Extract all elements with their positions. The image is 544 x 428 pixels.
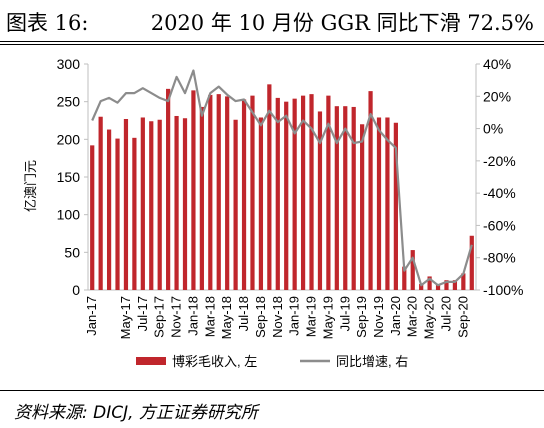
y-tick-label: 300: [57, 56, 81, 72]
bar: [174, 115, 179, 290]
y-tick-label: 250: [57, 94, 81, 110]
y-tick-label: 150: [57, 169, 81, 185]
bar: [410, 250, 415, 290]
header-rule-top: [0, 41, 544, 42]
header-rule-bottom: [0, 44, 544, 45]
bar: [427, 276, 432, 290]
bar: [216, 94, 221, 290]
bar: [385, 117, 390, 290]
bar: [393, 122, 398, 290]
bar: [343, 106, 348, 290]
figure-label: 图表 16:: [6, 11, 89, 35]
bar: [275, 97, 280, 291]
y-tick-label: 50: [64, 244, 80, 260]
bar: [225, 96, 230, 290]
x-tick-label: Jan-18: [185, 296, 200, 336]
bar: [267, 84, 272, 290]
y2-tick-label: 40%: [483, 56, 511, 72]
bar: [309, 94, 314, 290]
x-tick-label: Jul-19: [337, 296, 352, 331]
x-tick-label: Sep-18: [253, 296, 268, 338]
x-tick-label: May-18: [219, 296, 234, 339]
bar: [376, 117, 382, 290]
bar: [452, 280, 458, 290]
y2-tick-label: -60%: [483, 217, 516, 233]
bar: [182, 118, 188, 291]
y2-tick-label: -80%: [483, 250, 516, 266]
bar: [90, 145, 95, 290]
bar: [132, 137, 137, 290]
growth-line: [91, 69, 473, 287]
bar: [284, 101, 289, 290]
bar: [241, 99, 247, 290]
bar: [98, 116, 103, 290]
bar: [157, 119, 162, 290]
bar: [368, 91, 373, 290]
y-tick-label: 0: [72, 282, 80, 298]
x-tick-label: Jan-17: [84, 296, 99, 336]
bar: [334, 106, 339, 290]
bar: [140, 117, 145, 290]
legend-bar-label: 博彩毛收入, 左: [172, 354, 257, 369]
figure-title: 2020 年 10 月份 GGR 同比下滑 72.5%: [150, 11, 534, 35]
bar: [461, 273, 466, 290]
bar: [360, 124, 365, 291]
bar: [233, 119, 238, 290]
bar: [326, 95, 331, 290]
bar: [300, 95, 306, 290]
bar: [199, 106, 204, 290]
bar: [292, 98, 297, 290]
x-tick-label: Mar-19: [304, 296, 319, 337]
y-tick-label: 200: [57, 131, 81, 147]
bar: [351, 106, 356, 290]
bar: [208, 94, 213, 291]
y2-tick-label: 20%: [483, 88, 511, 104]
x-tick-label: May-17: [118, 296, 133, 339]
y2-tick-label: -20%: [483, 153, 516, 169]
figure-header: 图表 16: 2020 年 10 月份 GGR 同比下滑 72.5%: [0, 0, 544, 44]
x-tick-label: May-19: [320, 296, 335, 339]
legend-bar-swatch: [136, 357, 166, 365]
legend-line-label: 同比增速, 右: [336, 354, 408, 369]
bar: [402, 266, 407, 290]
bar: [115, 138, 120, 290]
x-tick-label: Nov-18: [270, 296, 285, 338]
x-tick-label: Nov-19: [371, 296, 386, 338]
bar: [435, 284, 441, 290]
x-tick-label: Nov-17: [169, 296, 184, 338]
y2-tick-label: -40%: [483, 185, 516, 201]
bar: [166, 88, 171, 290]
bar: [258, 117, 264, 290]
x-tick-label: Jan-20: [388, 296, 403, 336]
x-tick-label: Sep-17: [152, 296, 167, 338]
y2-tick-label: 0%: [483, 121, 503, 137]
bar: [317, 111, 323, 291]
y-axis-label: 亿澳门元: [23, 160, 38, 212]
bar: [149, 121, 154, 291]
source-note: 资料来源: DICJ, 方正证券研究所: [14, 403, 258, 423]
y-tick-label: 100: [57, 207, 81, 223]
bar: [106, 129, 112, 290]
footer-rule: [0, 390, 544, 391]
bar: [191, 90, 196, 290]
x-tick-label: Sep-19: [354, 296, 369, 338]
bar: [444, 280, 449, 290]
x-tick-label: Jul-18: [236, 296, 251, 331]
x-tick-label: Jul-17: [135, 296, 150, 331]
bar: [469, 235, 474, 290]
y2-tick-label: -100%: [483, 282, 523, 298]
x-tick-label: Jul-20: [438, 296, 453, 331]
bar: [250, 95, 255, 290]
ggr-chart: 0 50 100 150 200 250 300 -100% -80% -60% -40% -20% 0…: [23, 56, 523, 369]
bar: [419, 283, 424, 290]
x-tick-label: Mar-20: [405, 296, 420, 337]
x-tick-label: May-20: [422, 296, 437, 339]
bar: [123, 118, 129, 290]
chart-legend: 博彩毛收入, 左 同比增速, 右: [136, 354, 408, 369]
x-tick-label: Mar-18: [202, 296, 217, 337]
x-tick-label: Sep-20: [455, 296, 470, 338]
x-tick-label: Jan-19: [287, 296, 302, 336]
